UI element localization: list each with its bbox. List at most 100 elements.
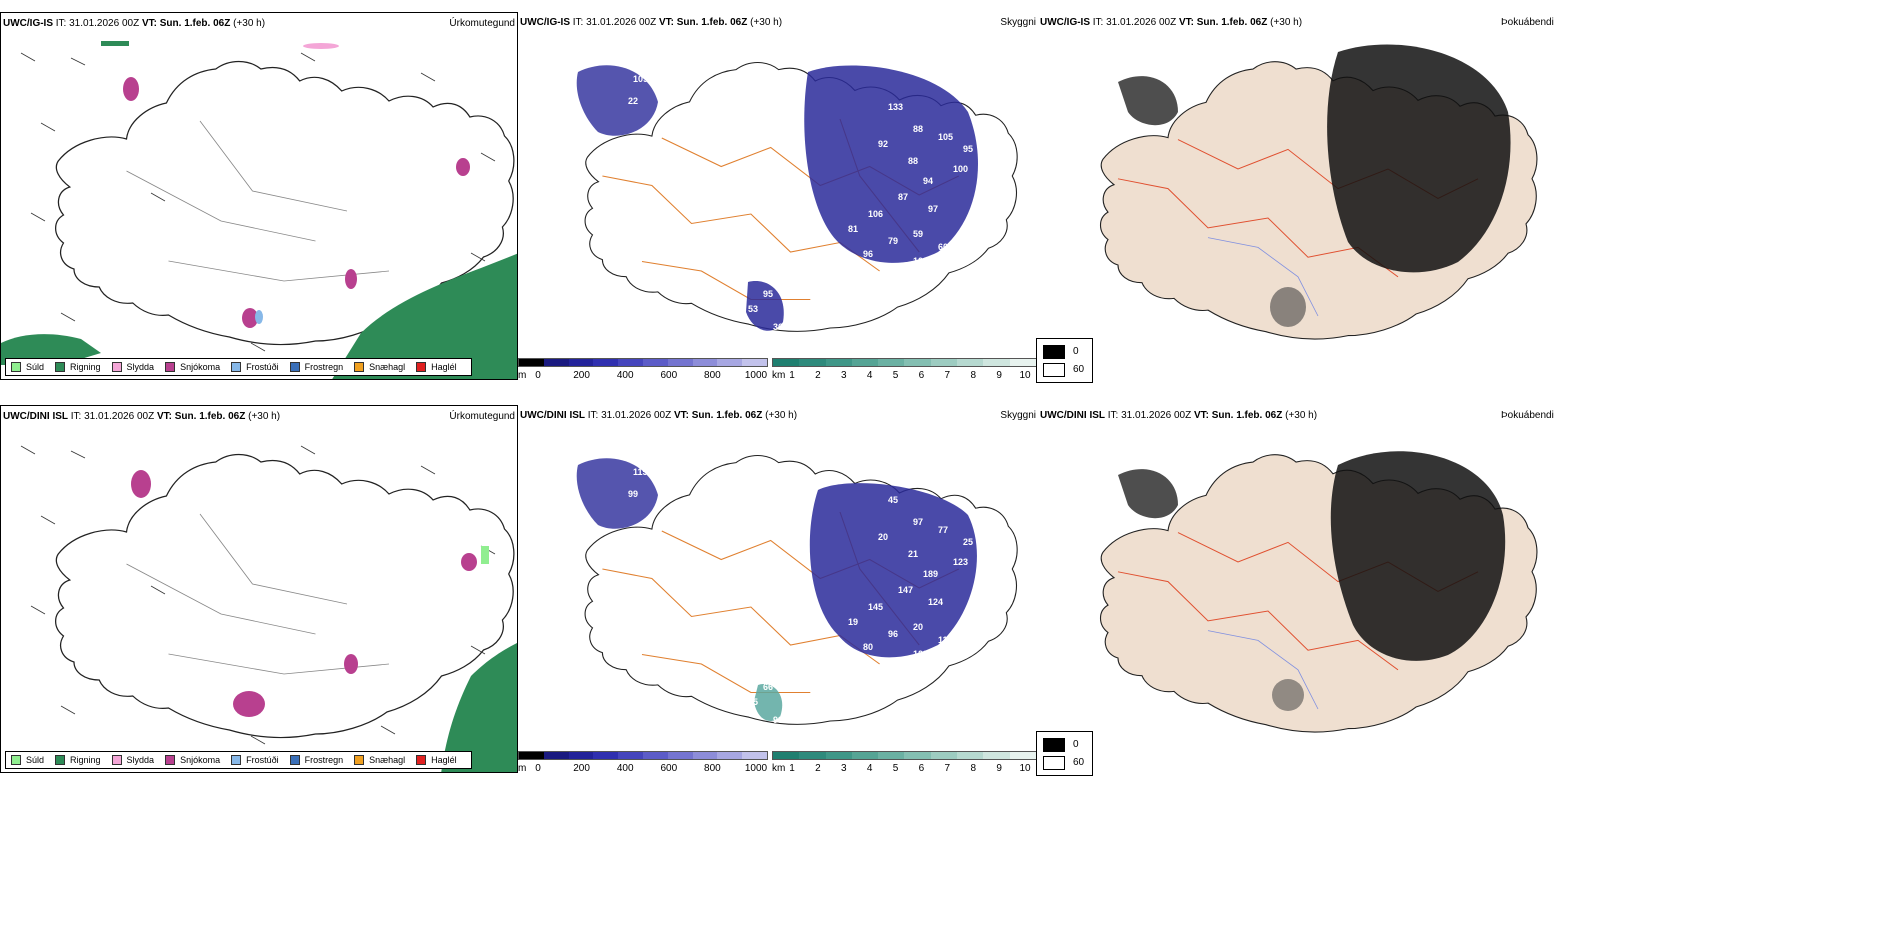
model-name: UWC/IG-IS [520, 17, 570, 28]
ceiling-label: 34 [673, 507, 683, 517]
colorbar-segment [618, 359, 643, 366]
lead-time: (+30 h) [1270, 17, 1303, 28]
colorbar-tick: 5 [892, 763, 899, 774]
legend-label: Súld [26, 755, 45, 765]
legend-label: Súld [26, 362, 45, 372]
legend-label: Haglél [431, 755, 457, 765]
legend-swatch [11, 755, 21, 765]
it-label: IT: [572, 17, 584, 28]
vt-label: VT: [141, 18, 157, 29]
colorbar-segment [1009, 359, 1036, 366]
ceiling-label: 97 [928, 204, 938, 214]
colorbar-segment [825, 752, 852, 759]
ceiling-label: 133 [888, 102, 903, 112]
legend-label: Frostregn [304, 362, 344, 372]
ceiling-label: 25 [963, 537, 973, 547]
precip-panel-top: UWC/IG-IS IT: 31.01.2026 00Z VT: Sun. 1.… [0, 12, 518, 380]
colorbar-tick: 3 [840, 370, 847, 381]
colorbar-tick: 1 [789, 763, 795, 774]
colorbar-segment [878, 752, 905, 759]
colorbar-segment [543, 359, 569, 366]
ceiling-label: 124 [928, 597, 943, 607]
ceiling-label: 189 [923, 569, 938, 579]
legend-swatch [354, 362, 365, 372]
ceiling-label: 22 [628, 96, 638, 106]
colorbar-segment [692, 752, 718, 759]
fog-legend-label: 0 [1073, 346, 1079, 357]
legend-swatch [165, 755, 176, 765]
colorbar-tick: 400 [616, 763, 634, 774]
precip-panel-bottom: UWC/DINI ISL IT: 31.01.2026 00Z VT: Sun.… [0, 405, 518, 773]
ceiling-label: 19 [848, 617, 858, 627]
colorbar-tick: 8 [970, 370, 976, 381]
colorbar-segment [667, 359, 693, 366]
ceiling-label: 102 [913, 256, 928, 266]
colorbar-tick: 1000 [744, 370, 768, 381]
lead-time: (+30 h) [1285, 410, 1318, 421]
colorbar-segment [593, 752, 619, 759]
legend-label: Snjókoma [180, 362, 221, 372]
ceiling-label: 100 [953, 164, 968, 174]
colorbar-segment [642, 359, 668, 366]
colorbar-segment [717, 359, 743, 366]
legend-label: Snjókoma [180, 755, 221, 765]
panel-title: Skyggni [1000, 410, 1036, 421]
ceiling-label: 102 [913, 649, 928, 659]
panel-title: Skyggni [1000, 17, 1036, 28]
vt-value: Sun. 1.feb. 06Z [1196, 17, 1268, 28]
colorbar-strip [518, 358, 768, 367]
fog-legend-label: 60 [1073, 757, 1085, 768]
legend-swatch [416, 362, 427, 372]
ceiling-label: 21 [908, 549, 918, 559]
ceiling-map-top: 109 22 91 133 88 105 95 92 88 100 103 94 87 97 106 81 59… [576, 61, 1018, 332]
model-name: UWC/IG-IS [1040, 17, 1090, 28]
colorbar-tick: 9 [996, 763, 1002, 774]
legend-item: Frostúði [231, 755, 279, 765]
fog-legend-swatch [1043, 345, 1065, 359]
colorbar-segment [799, 752, 826, 759]
colorbar-segment [773, 752, 800, 759]
it-label: IT: [587, 410, 599, 421]
it-value: 31.01.2026 00Z [84, 411, 155, 422]
vt-value: Sun. 1.feb. 06Z [1211, 410, 1283, 421]
legend-item: Súld [11, 362, 44, 372]
panel-title: Þokuábendi [1501, 410, 1554, 421]
it-value: 31.01.2026 00Z [69, 18, 140, 29]
model-name: UWC/IG-IS [3, 18, 53, 29]
ceiling-label: 95 [763, 289, 773, 299]
ceiling-label: 20 [878, 532, 888, 542]
ceiling-label: 106 [868, 209, 883, 219]
legend-swatch [11, 362, 21, 372]
legend-label: Frostúði [246, 362, 279, 372]
legend-swatch [231, 755, 242, 765]
legend-swatch [416, 755, 427, 765]
legend-item: Haglél [416, 362, 457, 372]
colorbar-segment [519, 359, 544, 366]
terrain-colorbar-top: m 0 200 400 600 800 1000 [518, 358, 768, 384]
legend-item: Slydda [111, 755, 154, 765]
ceiling-label: 88 [913, 124, 923, 134]
header: UWC/IG-IS IT: 31.01.2026 00Z VT: Sun. 1.… [1040, 17, 1302, 28]
ceiling-label: 88 [908, 156, 918, 166]
visibility-colorbar-top: km 1 2 3 4 5 6 7 8 9 10 [772, 358, 1037, 384]
ceiling-label: 60 [938, 242, 948, 252]
colorbar-tick: 4 [866, 370, 873, 381]
colorbar-strip [772, 751, 1037, 760]
colorbar-segment [799, 359, 826, 366]
colorbar-segment [825, 359, 852, 366]
it-value: 31.01.2026 00Z [1106, 17, 1177, 28]
fog-legend-swatch [1043, 363, 1065, 377]
colorbar-segment [878, 359, 905, 366]
ceiling-label: 20 [913, 622, 923, 632]
colorbar-tick: 5 [892, 370, 899, 381]
ceiling-label: 95 [963, 144, 973, 154]
colorbar-tick: 600 [660, 763, 678, 774]
colorbar-tick: 2 [815, 370, 821, 381]
ceiling-label: 45 [888, 495, 898, 505]
ceiling-label: 103 [978, 182, 993, 192]
ceiling-panel-bottom: 115 99 34 45 97 77 25 20 21 123 141 189 147 124 145 19 2… [518, 405, 1038, 773]
vt-label: VT: [673, 410, 689, 421]
ceiling-labels: 115 99 34 45 97 77 25 20 21 123 141 189 147 124 145 19 2… [628, 467, 993, 752]
colorbar-segment [667, 752, 693, 759]
it-label: IT: [1092, 17, 1104, 28]
